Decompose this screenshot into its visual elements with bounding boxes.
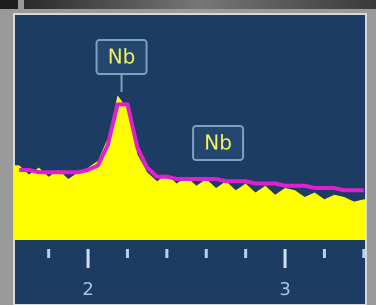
chart: 2 3 Nb Nb <box>0 0 376 305</box>
x-tick-label: 2 <box>82 279 93 300</box>
x-tick-label: 3 <box>279 279 290 300</box>
annotation-label: Nb <box>204 131 232 155</box>
thumbnail <box>0 0 18 9</box>
page: {"chart_data": {"type": "area", "x": [1.… <box>0 0 376 305</box>
annotation-label: Nb <box>108 45 136 69</box>
plot-panel <box>14 14 366 305</box>
image-strip <box>24 0 376 9</box>
